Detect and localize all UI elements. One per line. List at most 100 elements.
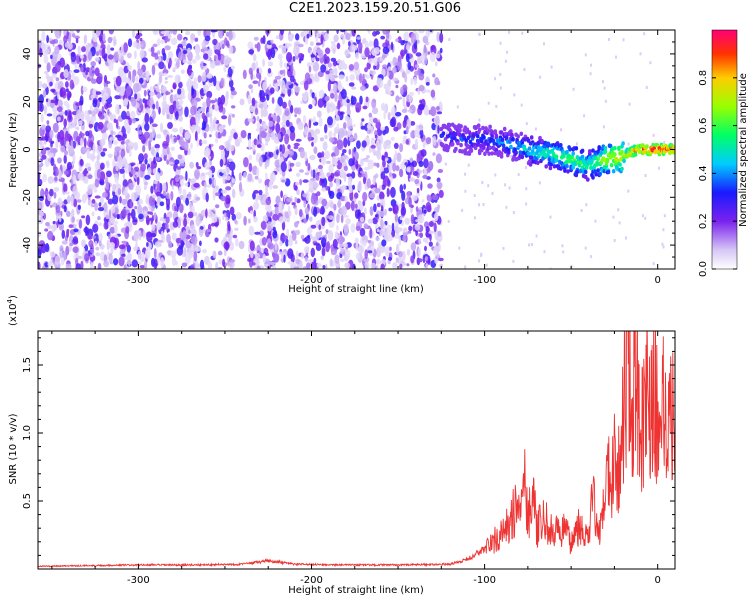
noise-cell [171,37,178,46]
faint-cell [575,142,578,146]
noise-cell [97,216,101,221]
signal-cell [621,141,625,146]
noise-cell [289,151,294,156]
noise-cell [425,201,432,212]
noise-cell [153,248,157,259]
noise-cell [172,221,179,228]
x-tick-label: -200 [300,275,323,286]
noise-cell [436,181,443,189]
noise-cell [273,252,280,263]
noise-cell [150,146,155,156]
noise-cell [147,167,152,176]
noise-cell [190,142,193,149]
noise-cell [160,122,164,133]
noise-cell [332,210,336,222]
noise-cell [341,205,347,216]
signal-cell [554,158,559,163]
noise-cell [91,211,95,217]
noise-cell [54,99,59,106]
noise-cell [397,250,403,258]
noise-cell [311,141,314,147]
noise-cell [268,151,274,158]
noise-cell [260,142,265,152]
noise-cell [214,222,219,227]
noise-cell [57,99,63,108]
noise-cell [319,137,324,142]
noise-cell [406,166,412,173]
noise-cell [286,197,293,203]
noise-cell [320,255,324,260]
noise-cell [164,80,168,84]
noise-cell [299,179,302,186]
noise-cell [212,38,218,46]
signal-cell [469,148,474,153]
noise-cell [435,115,440,127]
noise-cell [174,183,180,187]
noise-cell [389,171,392,177]
noise-cell [153,156,156,165]
faint-cell [524,166,527,169]
signal-cell [589,165,593,170]
noise-cell [338,234,344,245]
noise-cell [203,84,209,93]
signal-cell [574,146,579,151]
noise-cell [165,222,169,231]
faint-cell [525,122,528,126]
noise-cell [38,178,43,186]
noise-cell [300,31,305,38]
noise-cell [273,230,277,235]
snr-x-axis-title: Height of straight line (km) [288,585,424,596]
noise-cell [318,224,322,231]
noise-cell [280,93,285,97]
noise-cell [247,132,252,136]
noise-cell [348,136,354,142]
noise-cell [119,196,122,204]
noise-cell [347,117,353,127]
noise-cell [96,154,101,160]
noise-cell [204,255,210,265]
noise-cell [143,131,150,139]
noise-cell [151,110,156,120]
noise-cell [429,51,436,62]
noise-cell [63,191,70,195]
noise-cell [384,246,391,257]
noise-cell [52,108,57,112]
signal-cell [487,151,491,156]
noise-cell [41,124,46,130]
noise-cell [230,86,235,92]
signal-cell [565,149,569,155]
noise-cell [383,141,388,150]
noise-cell [173,137,178,143]
noise-cell [294,206,298,216]
noise-cell [337,188,340,193]
faint-cell [590,255,593,259]
faint-cell [512,259,515,263]
noise-cell [232,234,238,239]
noise-cell [131,118,136,124]
noise-cell [360,216,365,223]
noise-cell [47,230,54,241]
noise-cell [404,73,408,83]
y-tick-label: -40 [22,237,33,253]
noise-cell [63,35,68,43]
noise-cell [251,262,256,266]
x-tick-label: -100 [473,575,496,586]
noise-cell [201,112,206,120]
noise-cell [231,105,236,109]
noise-cell [181,262,188,267]
noise-cell [78,165,83,172]
noise-cell [148,195,155,207]
noise-cell [270,131,276,141]
noise-cell [293,266,299,269]
noise-cell [94,30,101,36]
noise-cell [428,230,435,235]
noise-cell [59,129,65,141]
faint-cell [658,166,660,170]
noise-cell [255,128,261,132]
noise-cell [207,223,212,235]
noise-cell [436,106,440,111]
noise-cell [375,236,380,242]
noise-cell [209,122,214,133]
colorbar-frame [711,29,738,270]
signal-cell [509,129,513,134]
